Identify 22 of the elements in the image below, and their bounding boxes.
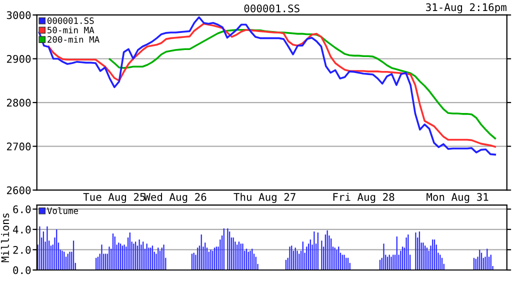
legend-label: 50-min MA xyxy=(48,26,94,34)
legend-label: 200-min MA xyxy=(48,36,100,43)
y-tick-label: 3000 xyxy=(6,11,31,20)
x-tick-label: Tue Aug 25 xyxy=(83,193,145,203)
x-tick-label: Fri Aug 28 xyxy=(333,192,394,204)
y-tick-label: 2900 xyxy=(6,55,31,63)
line-series xyxy=(108,28,496,140)
x-tick-label: Thu Aug 27 xyxy=(234,192,296,204)
y-tick-label: 2.0 xyxy=(13,246,31,254)
legend-label: Volume xyxy=(47,207,78,214)
y-tick-label: 2600 xyxy=(6,186,31,194)
y-tick-label: 2700 xyxy=(6,142,31,150)
y-tick-label: 6.0 xyxy=(13,205,31,214)
y-tick-label: 0.0 xyxy=(13,266,31,274)
x-tick-label: Wed Aug 26 xyxy=(144,192,206,204)
y-tick-label: 2800 xyxy=(6,98,31,107)
y-tick-label: 4.0 xyxy=(13,226,31,234)
x-tick-label: Mon Aug 31 xyxy=(426,193,488,203)
legend-label: 000001.SS xyxy=(47,17,94,24)
text: 31-Aug 2:16pm xyxy=(426,3,506,14)
y-axis-title: Millions xyxy=(0,213,10,262)
chart-title: 000001.SS xyxy=(244,4,300,12)
